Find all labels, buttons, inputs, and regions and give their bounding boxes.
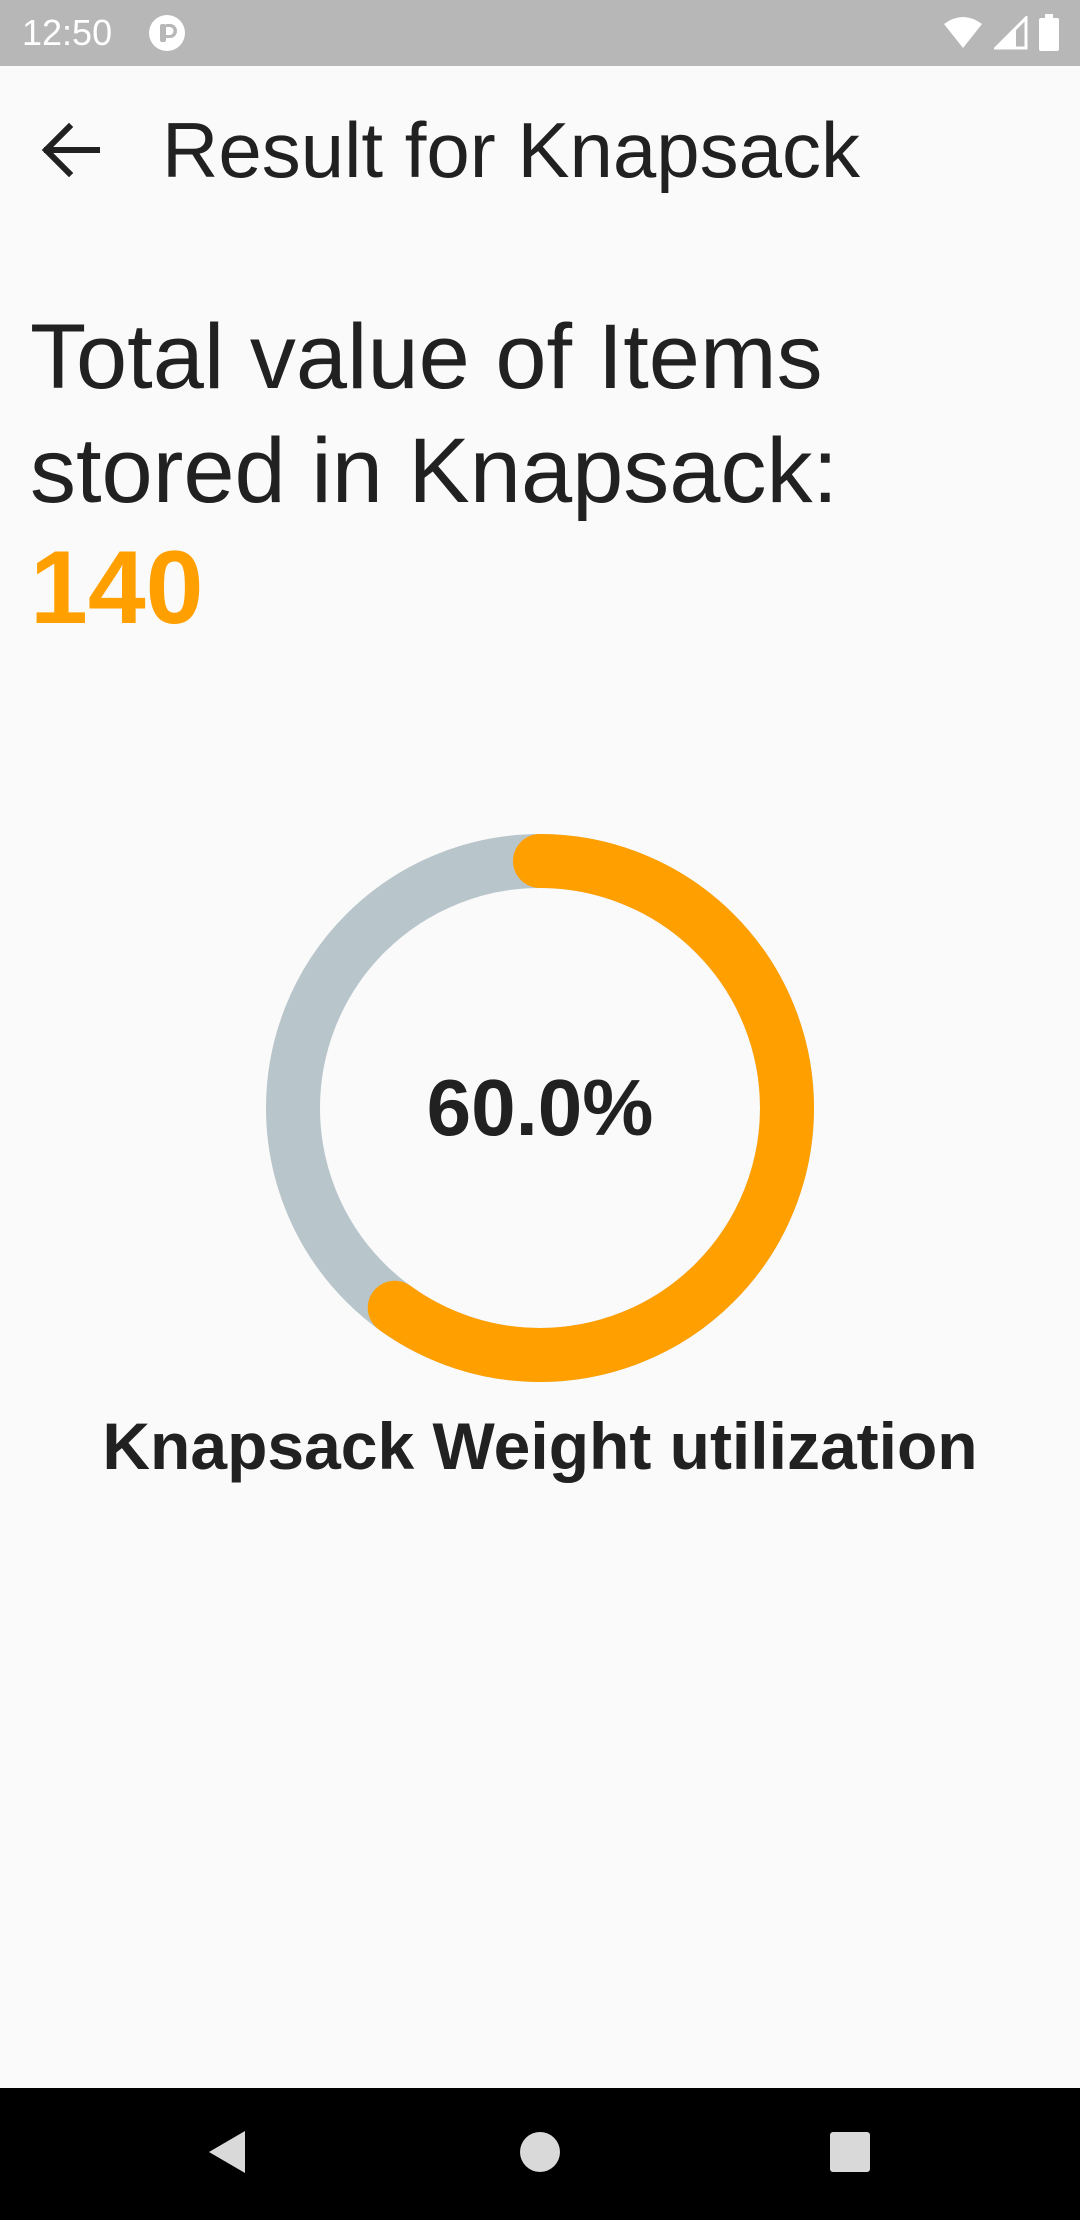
status-bar: 12:50 (0, 0, 1080, 66)
cell-signal-icon (994, 16, 1028, 50)
gauge-caption: Knapsack Weight utilization (102, 1409, 978, 1483)
weight-utilization-gauge: 60.0% (260, 828, 820, 1388)
battery-icon (1038, 14, 1060, 52)
wifi-icon (942, 16, 984, 50)
status-time: 12:50 (22, 12, 113, 53)
back-button[interactable] (28, 110, 112, 194)
nav-home-button[interactable] (508, 2122, 572, 2186)
gauge-progress-arc (266, 834, 814, 1382)
nav-back-icon (203, 2127, 253, 2182)
app-notification-icon (148, 14, 186, 52)
gauge-percent-label: 60.0% (426, 1063, 654, 1152)
total-value-heading: Total value of Items stored in Knapsack: (30, 306, 839, 522)
gauge-ring (266, 834, 814, 1382)
nav-recents-icon (828, 2130, 872, 2179)
status-icons (942, 14, 1060, 52)
nav-home-icon (518, 2130, 562, 2179)
arrow-back-icon (35, 115, 105, 190)
navigation-bar (0, 2088, 1080, 2220)
nav-back-button[interactable] (196, 2122, 260, 2186)
app-bar: Result for Knapsack (0, 66, 1080, 234)
nav-recents-button[interactable] (818, 2122, 882, 2186)
total-value-number: 140 (30, 530, 204, 646)
page-title: Result for Knapsack (162, 106, 861, 194)
